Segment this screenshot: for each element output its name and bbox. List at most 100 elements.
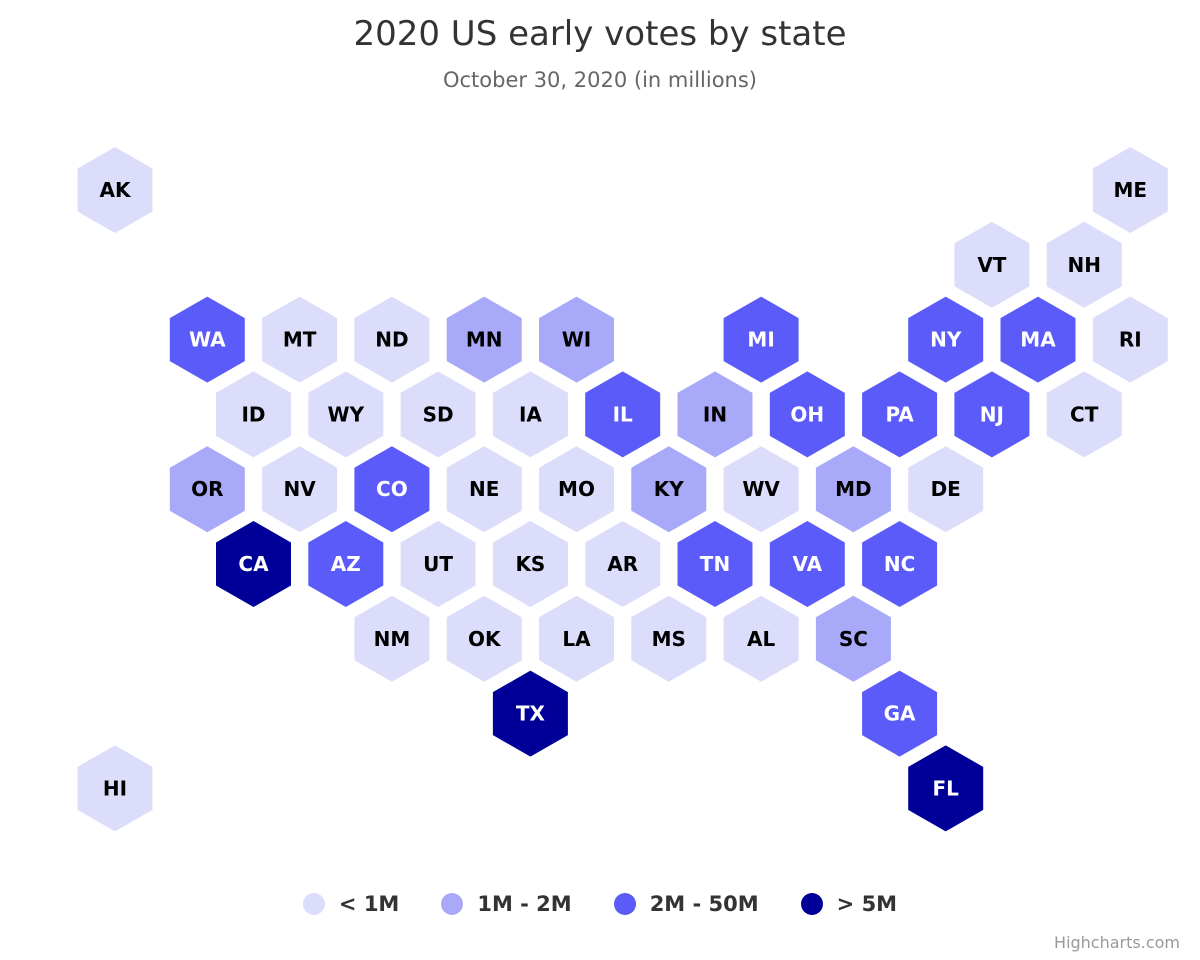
state-tile-al[interactable]: AL xyxy=(723,595,799,682)
state-label: KS xyxy=(515,552,545,576)
state-hexagon xyxy=(169,296,245,383)
state-tile-mn[interactable]: MN xyxy=(446,296,522,383)
state-tile-ms[interactable]: MS xyxy=(631,595,707,682)
state-label: MI xyxy=(747,328,774,352)
state-tile-il[interactable]: IL xyxy=(585,371,661,458)
state-tile-nv[interactable]: NV xyxy=(262,446,338,533)
state-label: VT xyxy=(977,253,1006,277)
state-tile-az[interactable]: AZ xyxy=(308,521,384,607)
state-tile-ca[interactable]: CA xyxy=(216,521,291,607)
state-tile-co[interactable]: CO xyxy=(354,446,430,533)
state-hexagon xyxy=(492,670,568,757)
state-tile-nm[interactable]: NM xyxy=(354,595,430,682)
state-tile-wa[interactable]: WA xyxy=(169,296,245,383)
state-hexagon xyxy=(908,296,984,383)
state-label: NH xyxy=(1067,253,1100,277)
state-tile-ak[interactable]: AK xyxy=(77,147,153,233)
state-hexagon xyxy=(815,595,891,682)
state-tile-va[interactable]: VA xyxy=(769,521,845,607)
state-hexagon xyxy=(1046,221,1122,308)
legend-item-over-5m[interactable]: > 5M xyxy=(800,892,898,916)
state-hexagon xyxy=(954,221,1030,308)
state-tile-vt[interactable]: VT xyxy=(954,221,1030,308)
state-tile-ky[interactable]: KY xyxy=(631,446,707,533)
state-label: GA xyxy=(884,702,916,726)
state-tile-md[interactable]: MD xyxy=(815,446,891,533)
state-tile-ri[interactable]: RI xyxy=(1092,296,1168,383)
legend-item-under-1m[interactable]: < 1M xyxy=(302,892,399,916)
state-tile-ma[interactable]: MA xyxy=(1000,296,1076,383)
state-label: TX xyxy=(516,702,546,726)
state-hexagon xyxy=(862,521,938,607)
state-tile-ct[interactable]: CT xyxy=(1046,371,1122,458)
chart-title: 2020 US early votes by state xyxy=(353,14,847,54)
state-tile-mi[interactable]: MI xyxy=(723,296,799,383)
state-tile-pa[interactable]: PA xyxy=(862,371,938,458)
state-tile-wy[interactable]: WY xyxy=(308,371,384,458)
credits-link[interactable]: Highcharts.com xyxy=(1054,933,1180,952)
state-hexagon xyxy=(446,595,522,682)
state-label: MA xyxy=(1020,328,1056,352)
state-tile-ne[interactable]: NE xyxy=(446,446,522,533)
state-label: ND xyxy=(375,328,408,352)
state-hexagon xyxy=(539,595,614,682)
state-tile-ut[interactable]: UT xyxy=(400,521,476,607)
state-tile-nd[interactable]: ND xyxy=(354,296,430,383)
state-label: NM xyxy=(374,627,411,651)
state-tile-la[interactable]: LA xyxy=(539,595,614,682)
state-label: OR xyxy=(191,477,223,501)
state-tile-de[interactable]: DE xyxy=(908,446,984,533)
state-tile-oh[interactable]: OH xyxy=(769,371,845,458)
state-hexagon xyxy=(77,745,153,832)
state-tile-fl[interactable]: FL xyxy=(908,745,984,832)
state-hexagon xyxy=(539,446,614,533)
state-tile-nh[interactable]: NH xyxy=(1046,221,1122,308)
state-label: RI xyxy=(1119,328,1142,352)
state-label: PA xyxy=(885,402,914,426)
state-label: AL xyxy=(747,627,775,651)
state-tile-sc[interactable]: SC xyxy=(815,595,891,682)
state-tile-ok[interactable]: OK xyxy=(446,595,522,682)
state-tile-ga[interactable]: GA xyxy=(862,670,938,757)
state-tile-ks[interactable]: KS xyxy=(492,521,568,607)
state-hexagon xyxy=(446,446,522,533)
state-hexagon xyxy=(492,521,568,607)
legend-swatch xyxy=(613,893,636,915)
state-hexagon xyxy=(262,296,338,383)
state-tile-or[interactable]: OR xyxy=(169,446,245,533)
legend-label: > 5M xyxy=(836,892,898,916)
state-tile-hi[interactable]: HI xyxy=(77,745,153,832)
state-hexagon xyxy=(769,521,845,607)
state-tile-wi[interactable]: WI xyxy=(539,296,614,383)
state-tile-tn[interactable]: TN xyxy=(677,521,753,607)
state-label: ME xyxy=(1114,178,1148,202)
state-tile-nc[interactable]: NC xyxy=(862,521,938,607)
legend-swatch xyxy=(800,893,823,915)
state-hexagon xyxy=(169,446,245,533)
legend-item-1m-2m[interactable]: 1M - 2M xyxy=(441,892,572,916)
state-tile-ia[interactable]: IA xyxy=(492,371,568,458)
legend-item-2m-50m[interactable]: 2M - 50M xyxy=(613,892,759,916)
state-hexagon xyxy=(354,446,430,533)
state-hexagon xyxy=(400,371,476,458)
state-hexagon xyxy=(723,296,799,383)
state-label: FL xyxy=(932,776,959,800)
state-tile-mo[interactable]: MO xyxy=(539,446,614,533)
state-hexagon xyxy=(631,595,707,682)
state-hexagon xyxy=(815,446,891,533)
state-label: OK xyxy=(468,627,502,651)
state-label: CT xyxy=(1070,402,1099,426)
state-tile-sd[interactable]: SD xyxy=(400,371,476,458)
state-label: VA xyxy=(792,552,822,576)
state-tile-mt[interactable]: MT xyxy=(262,296,338,383)
state-tile-in[interactable]: IN xyxy=(677,371,753,458)
state-tile-ny[interactable]: NY xyxy=(908,296,984,383)
state-tile-ar[interactable]: AR xyxy=(585,521,661,607)
state-hexagon xyxy=(492,371,568,458)
state-tile-me[interactable]: ME xyxy=(1092,147,1168,233)
state-tile-wv[interactable]: WV xyxy=(723,446,799,533)
state-hexagon xyxy=(1092,296,1168,383)
state-tile-id[interactable]: ID xyxy=(216,371,291,458)
state-tile-tx[interactable]: TX xyxy=(492,670,568,757)
state-tile-nj[interactable]: NJ xyxy=(954,371,1030,458)
